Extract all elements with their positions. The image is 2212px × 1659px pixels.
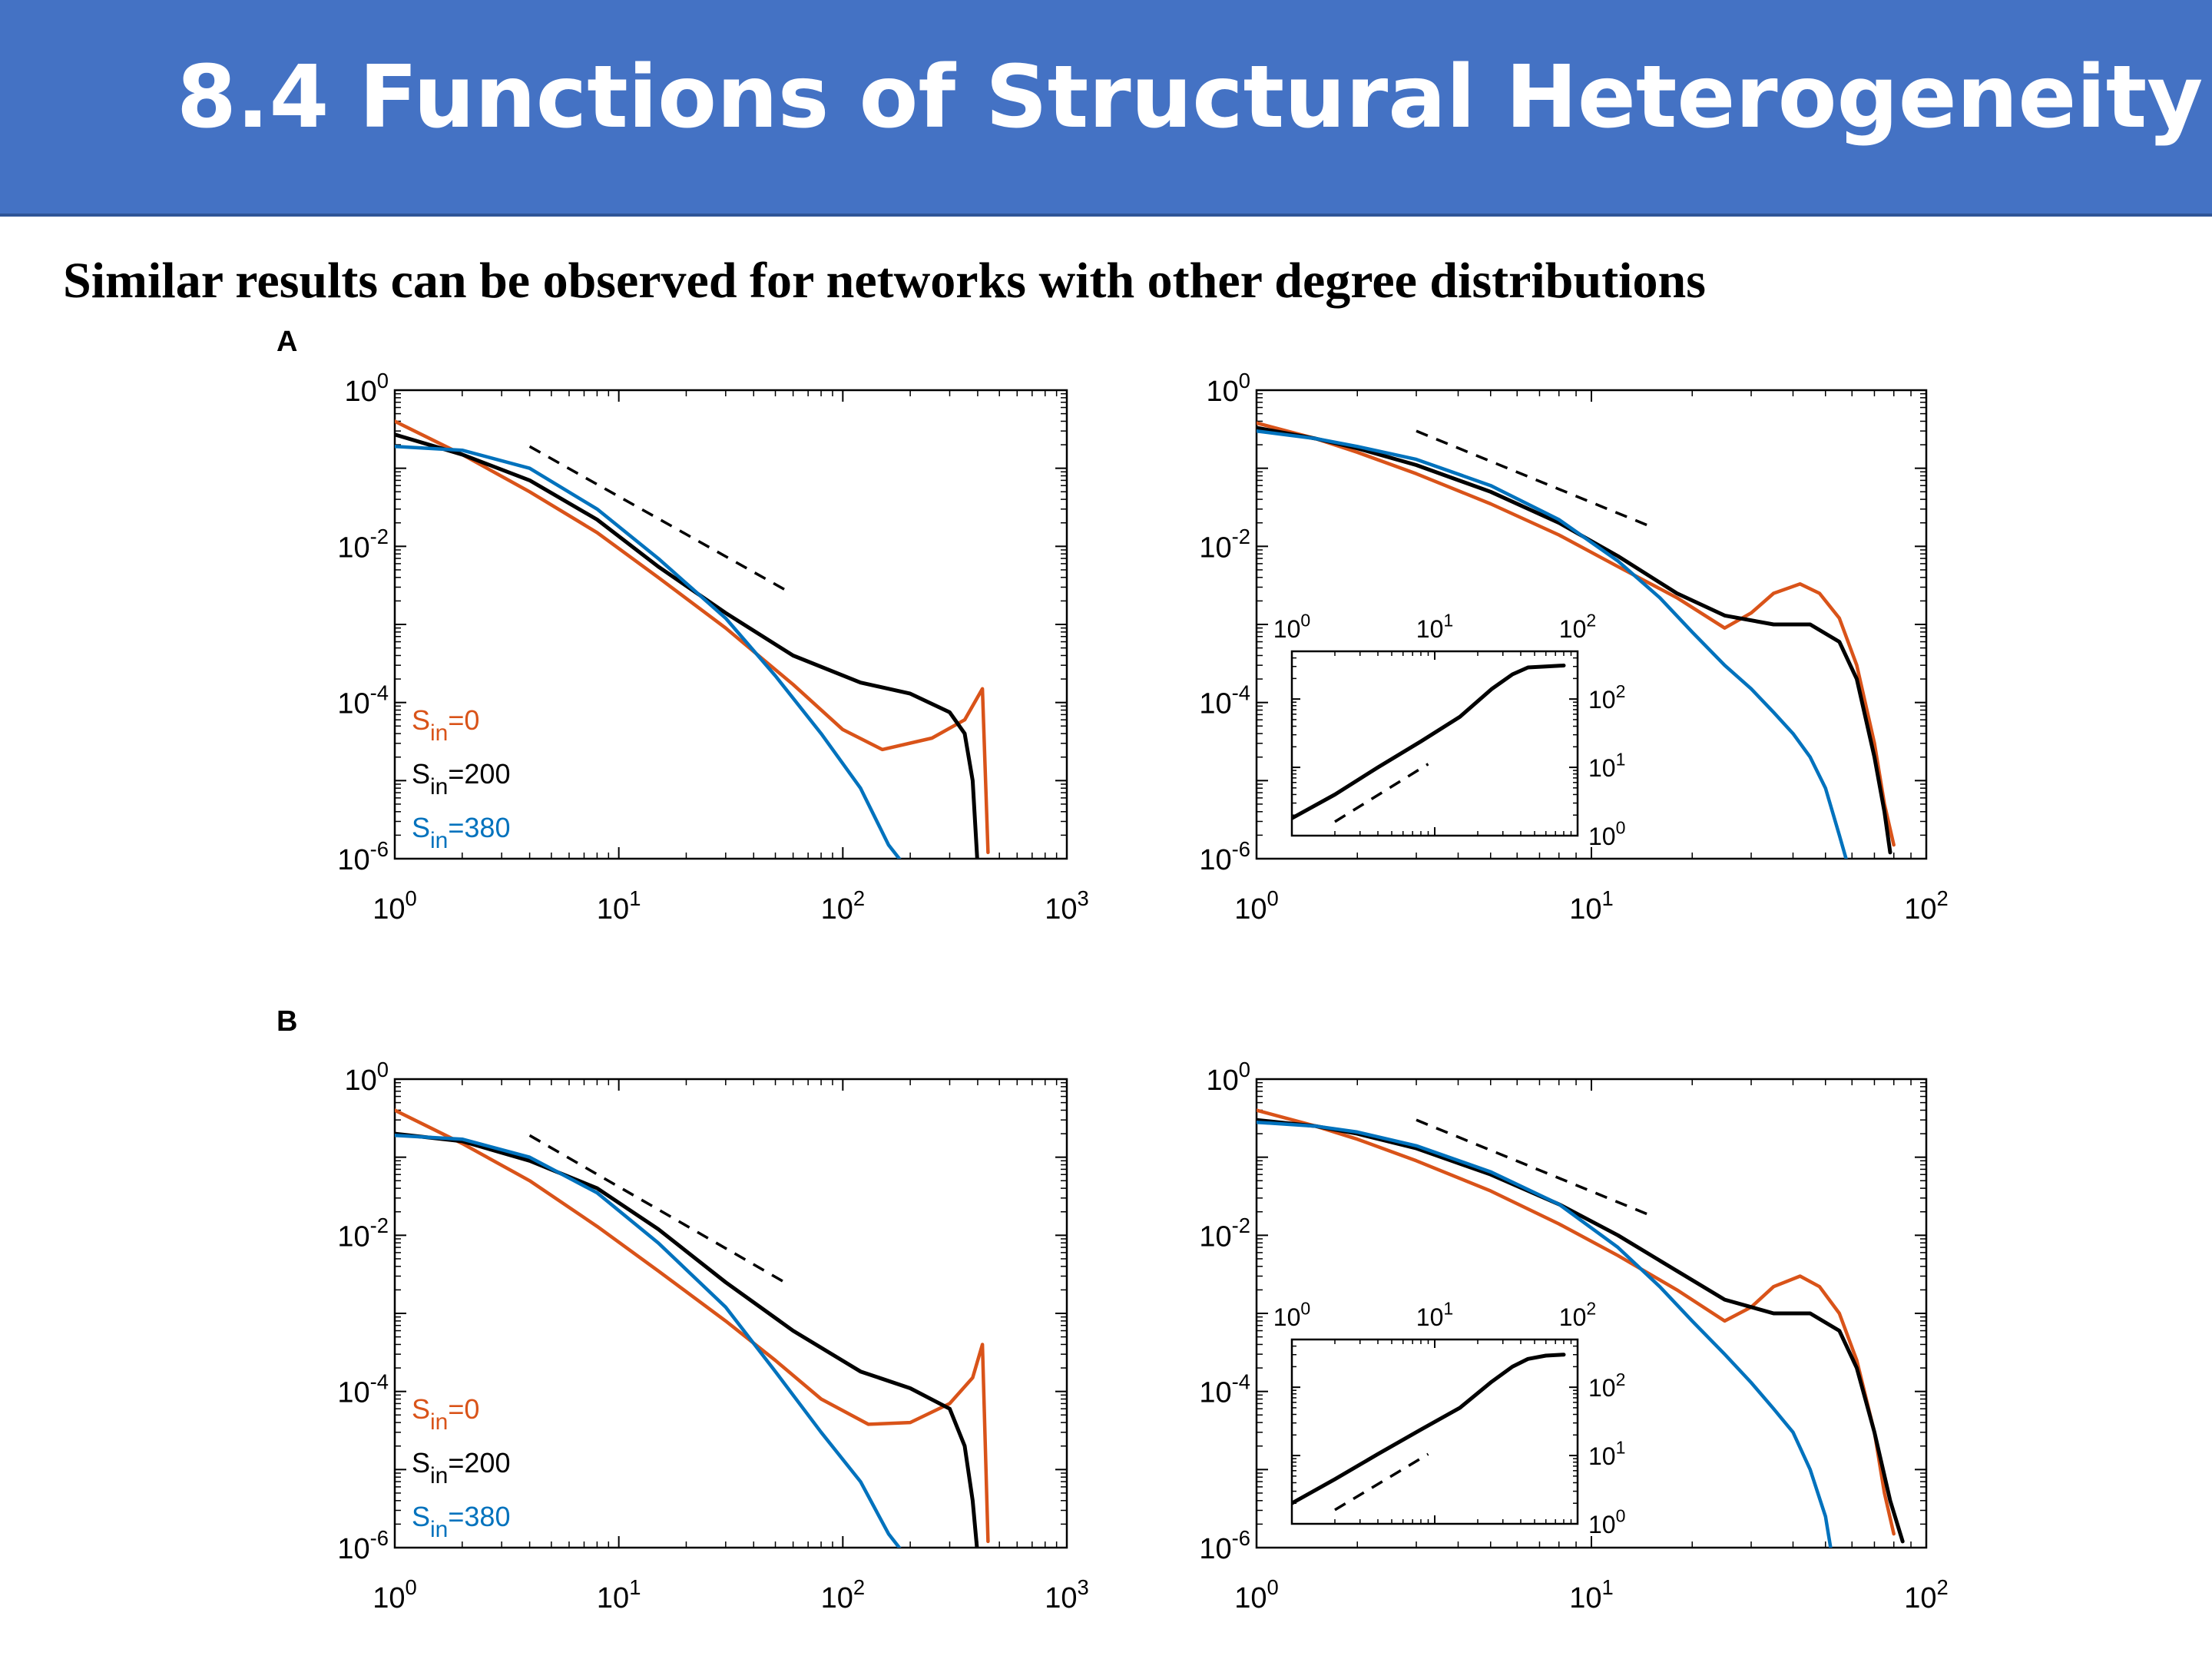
- y-tick-label: 10-6: [1199, 837, 1250, 876]
- inset-y-tick-label: 100: [1588, 1506, 1625, 1538]
- x-tick-label: 102: [1904, 1575, 1949, 1614]
- y-tick-label: 10-4: [337, 1370, 389, 1409]
- slide-title: 8.4 Functions of Structural Heterogeneit…: [177, 48, 2204, 147]
- x-tick-label: 103: [1045, 886, 1089, 926]
- x-tick-label: 100: [373, 886, 417, 926]
- inset-x-tick-label: 100: [1273, 611, 1310, 643]
- x-tick-label: 102: [821, 886, 866, 926]
- inset-x-tick-label: 100: [1273, 1299, 1310, 1331]
- series-line: [395, 1131, 979, 1548]
- legend-entry: Sin=380: [412, 1501, 510, 1542]
- inset-frame: [1290, 650, 1579, 837]
- inset-chart: 100 101 102 100 101 102: [1273, 1299, 1626, 1538]
- series-line: [395, 1134, 902, 1548]
- chart-panel-a: 100 101 102 103 100 10-2 10-4 10-6 Sin=0 Sin=200 S…: [337, 369, 1088, 926]
- inset-y-tick-label: 101: [1588, 1438, 1625, 1470]
- legend-entry: Sin=380: [412, 812, 510, 853]
- x-tick-label: 100: [373, 1575, 417, 1614]
- series-line: [395, 445, 902, 859]
- x-tick-label: 102: [821, 1575, 866, 1614]
- inset-series-line: [1292, 664, 1566, 820]
- inset-y-tick-label: 102: [1588, 681, 1625, 714]
- panel-letter-b: B: [276, 1005, 297, 1038]
- inset-slope-guide-line: [1334, 1452, 1429, 1512]
- inset-series-group: [1292, 664, 1566, 820]
- inset-series-group: [1292, 1353, 1566, 1505]
- series-line: [1257, 1120, 1833, 1548]
- panel-letter-a: A: [276, 326, 297, 358]
- x-tick-label: 101: [597, 886, 641, 926]
- inset-frame: [1290, 1338, 1579, 1525]
- legend-entry: Sin=0: [412, 704, 479, 746]
- legend-entry: Sin=0: [412, 1393, 479, 1435]
- inset-y-tick-label: 101: [1588, 750, 1625, 782]
- series-line: [1257, 1118, 1905, 1544]
- legend-entry: Sin=200: [412, 1447, 510, 1488]
- y-tick-label: 10-6: [337, 837, 389, 876]
- x-tick-label: 100: [1234, 886, 1279, 926]
- y-tick-label: 10-2: [337, 1214, 389, 1253]
- series-line: [1257, 429, 1848, 859]
- x-tick-label: 103: [1045, 1575, 1089, 1614]
- title-banner: 8.4 Functions of Structural Heterogeneit…: [0, 0, 2212, 217]
- y-tick-label: 10-4: [337, 681, 389, 720]
- series-group: [1257, 1108, 1905, 1548]
- slope-guide-line: [528, 1134, 786, 1284]
- y-tick-label: 10-6: [337, 1526, 389, 1565]
- y-tick-label: 10-2: [1199, 525, 1250, 564]
- inset-x-tick-label: 102: [1559, 1299, 1596, 1331]
- inset-y-tick-label: 102: [1588, 1369, 1625, 1402]
- inset-x-tick-label: 102: [1559, 611, 1596, 643]
- inset-series-line: [1292, 1353, 1566, 1505]
- slope-guide-line: [528, 445, 786, 591]
- y-tick-label: 10-4: [1199, 1370, 1250, 1409]
- series-line: [1257, 421, 1896, 847]
- series-line: [1257, 426, 1892, 855]
- chart-panel-b: 100 101 102 103 100 10-2 10-4 10-6 Sin=0 Sin=200 S…: [337, 1058, 1088, 1614]
- x-tick-label: 100: [1234, 1575, 1279, 1614]
- slope-guide-line: [1416, 1118, 1651, 1217]
- inset-slope-guide-line: [1334, 763, 1429, 823]
- slide-subtitle: Similar results can be observed for netw…: [63, 253, 1706, 309]
- y-tick-label: 100: [345, 369, 389, 408]
- x-tick-label: 101: [1569, 1575, 1614, 1614]
- y-tick-label: 100: [1207, 369, 1251, 408]
- x-tick-label: 101: [597, 1575, 641, 1614]
- y-tick-label: 10-6: [1199, 1526, 1250, 1565]
- x-tick-label: 101: [1569, 886, 1614, 926]
- y-tick-label: 100: [1207, 1058, 1251, 1097]
- series-group: [1257, 421, 1896, 859]
- y-tick-label: 100: [345, 1058, 389, 1097]
- y-tick-label: 10-2: [337, 525, 389, 564]
- y-tick-label: 10-2: [1199, 1214, 1250, 1253]
- inset-chart: 100 101 102 100 101 102: [1273, 611, 1626, 850]
- series-line: [395, 419, 990, 855]
- series-line: [395, 1108, 990, 1544]
- inset-x-tick-label: 101: [1416, 611, 1453, 643]
- series-group: [395, 1108, 990, 1548]
- legend-entry: Sin=200: [412, 758, 510, 800]
- y-tick-label: 10-4: [1199, 681, 1250, 720]
- series-line: [395, 432, 979, 859]
- inset-y-tick-label: 100: [1588, 818, 1625, 850]
- series-group: [395, 419, 990, 859]
- x-tick-label: 102: [1904, 886, 1949, 926]
- inset-x-tick-label: 101: [1416, 1299, 1453, 1331]
